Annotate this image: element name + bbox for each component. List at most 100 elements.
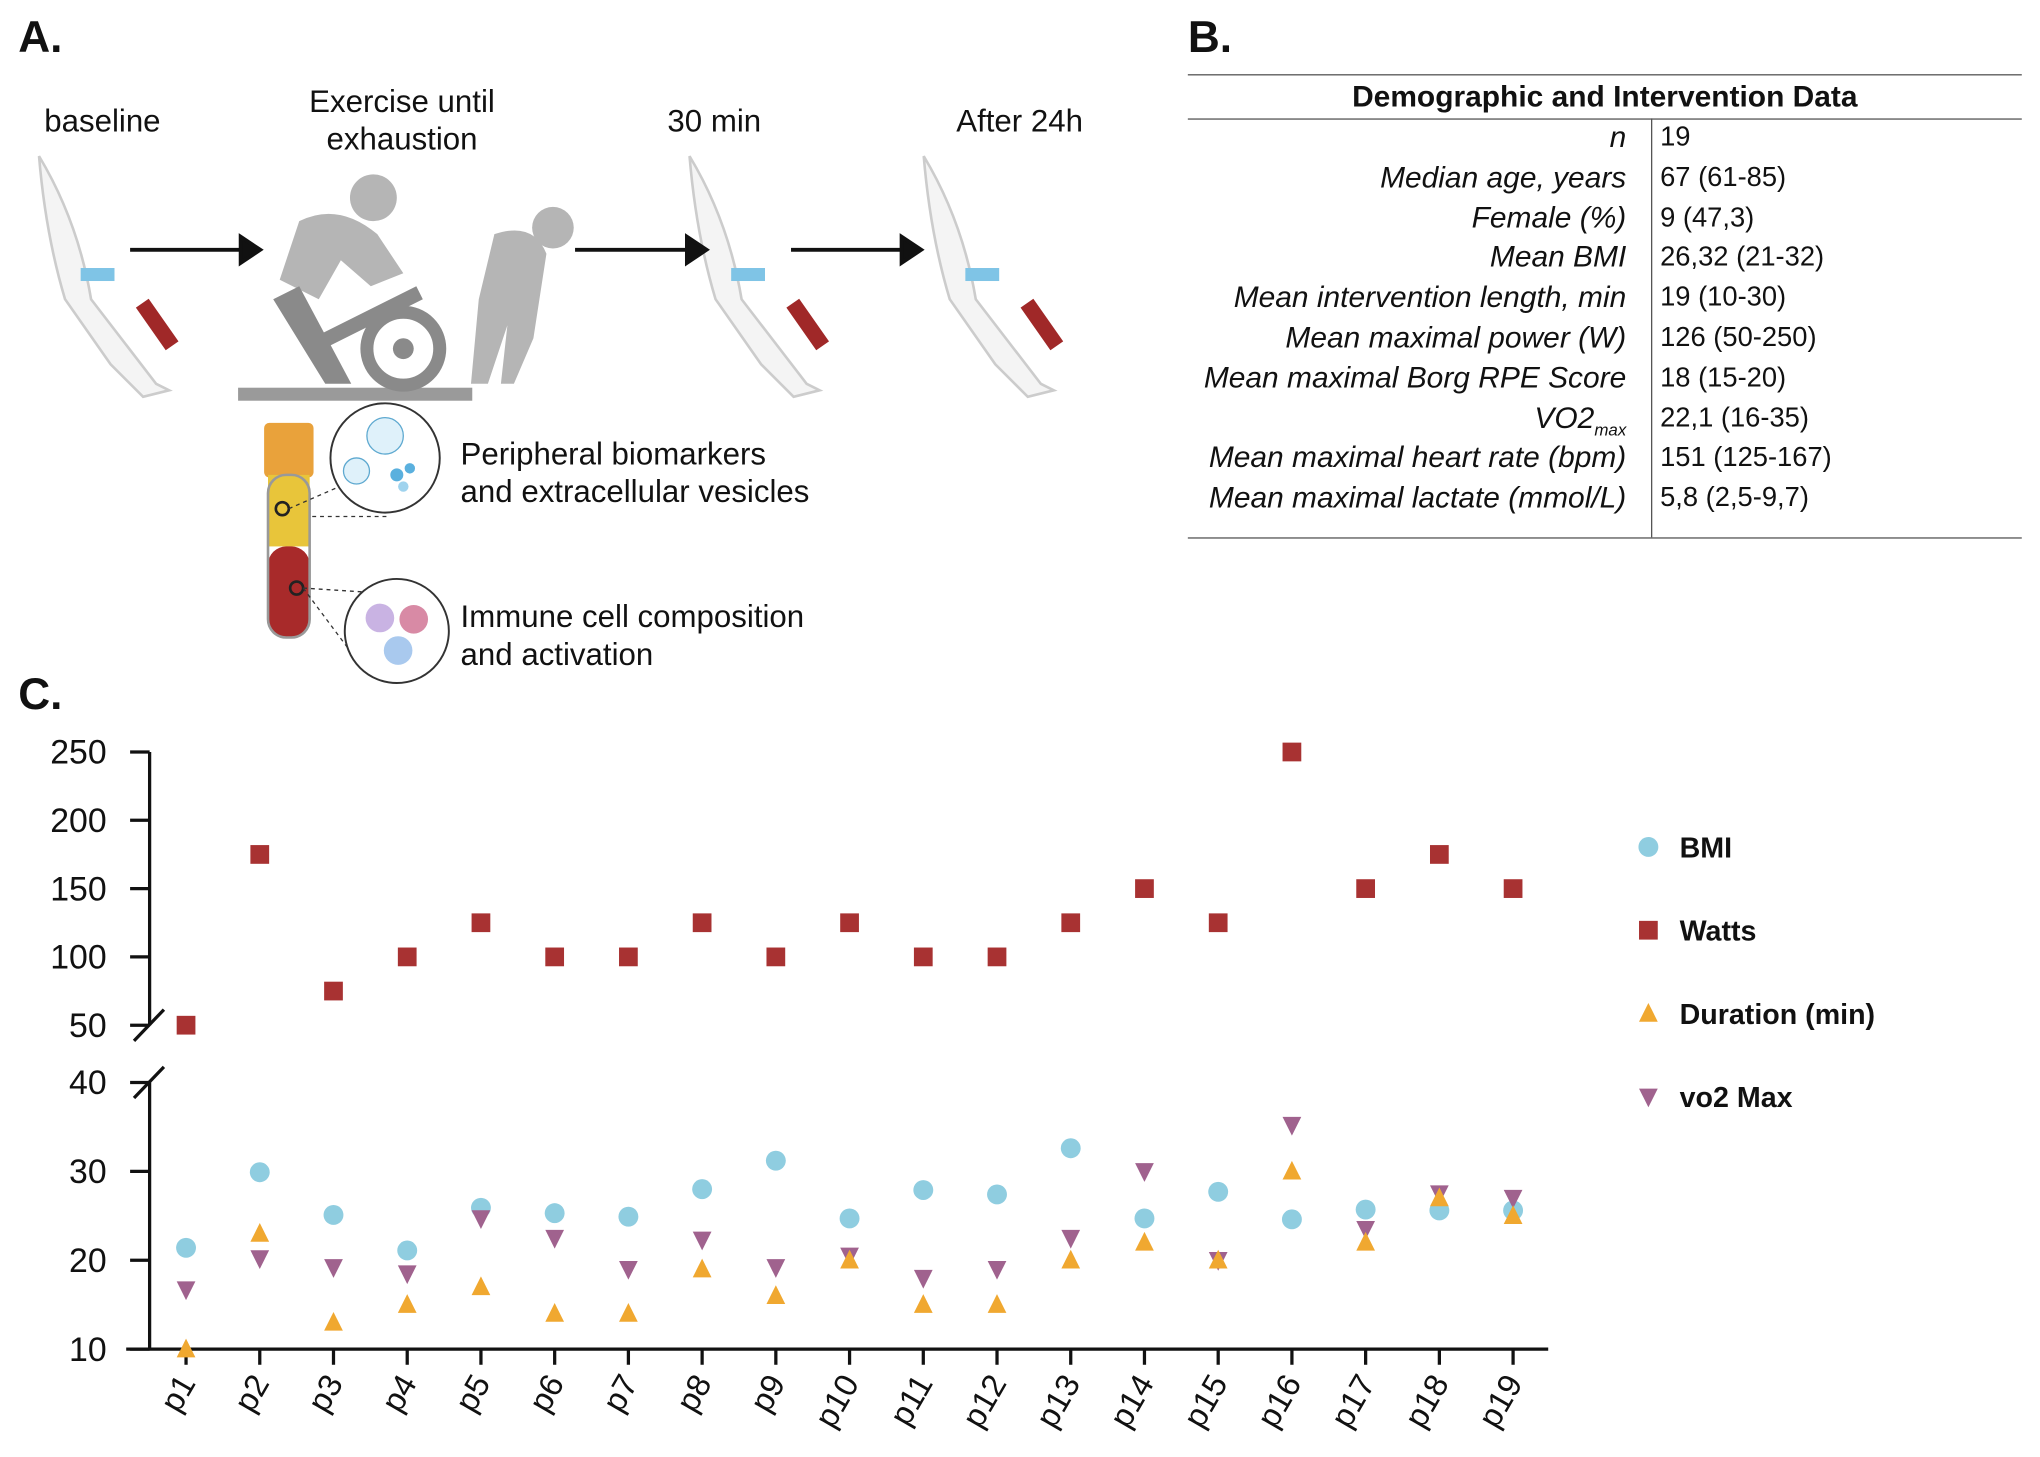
data-point-duration-min--p8 [692, 1258, 712, 1278]
data-point-bmi-p8 [692, 1179, 713, 1200]
legend-marker-1 [1639, 920, 1658, 940]
data-point-vo2-max-p13 [1061, 1229, 1081, 1249]
data-point-duration-min--p19 [1503, 1205, 1523, 1224]
data-point-watts-p12 [987, 947, 1007, 967]
x-tick-label-p7: p7 [596, 1368, 645, 1417]
data-point-bmi-p17 [1355, 1199, 1376, 1220]
table-row-label: Mean maximal lactate (mmol/L) [1209, 480, 1626, 515]
row-label-text: Mean maximal lactate (mmol/L) [1208, 480, 1627, 515]
table-header-rule [1187, 118, 2022, 120]
data-point-watts-p4 [397, 947, 417, 967]
table-row-value: 5,8 (2,5-9,7) [1660, 482, 1809, 513]
row-label-text: Mean maximal power (W) [1285, 320, 1627, 354]
timepoint-exercise-line2: exhaustion [326, 122, 478, 158]
table-title: Demographic and Intervention Data [1352, 79, 1858, 114]
table-row-label: Mean maximal power (W) [1285, 320, 1626, 355]
immune-cells-inset-icon [343, 577, 450, 685]
y-tick-label: 20 [69, 1242, 107, 1280]
data-point-vo2-max-p3 [324, 1259, 343, 1278]
data-point-bmi-p4 [397, 1240, 418, 1261]
table-row-value: 22,1 (16-35) [1660, 402, 1809, 433]
row-label-text: VO2 [1534, 400, 1595, 435]
x-tick-label-p1: p1 [153, 1368, 202, 1417]
data-point-vo2-max-p11 [913, 1269, 933, 1289]
arm-blood-draw-icon [922, 155, 1064, 399]
row-label-text: n [1609, 119, 1627, 154]
x-tick-label-p17: p17 [1324, 1368, 1382, 1433]
data-point-vo2-max-p6 [545, 1229, 565, 1249]
data-point-watts-p18 [1429, 845, 1449, 864]
legend-label: vo2 Max [1680, 1082, 1793, 1114]
x-tick-label-p6: p6 [522, 1368, 571, 1417]
row-label-text: Median age, years [1380, 159, 1627, 194]
data-point-vo2-max-p14 [1135, 1163, 1154, 1182]
x-tick-label-p13: p13 [1029, 1368, 1087, 1433]
data-point-watts-p17 [1356, 879, 1376, 898]
arm-blood-draw-icon [688, 155, 830, 399]
data-point-watts-p16 [1282, 742, 1302, 762]
data-point-watts-p9 [766, 947, 786, 967]
legend-marker-3 [1639, 1088, 1658, 1108]
data-point-bmi-p2 [249, 1162, 270, 1183]
immune-label-line1: Immune cell composition [460, 599, 805, 635]
arrow-icon [130, 233, 925, 267]
table-row-label: Mean BMI [1490, 240, 1626, 275]
immune-label-line2: and activation [460, 637, 654, 673]
data-point-vo2-max-p5 [471, 1210, 491, 1230]
data-point-vo2-max-p2 [250, 1250, 270, 1270]
y-tick-label: 200 [50, 802, 106, 840]
x-tick-label-p5: p5 [448, 1368, 497, 1417]
panel-label-b: B. [1187, 13, 1233, 63]
data-point-watts-p13 [1061, 913, 1081, 933]
data-point-vo2-max-p16 [1282, 1116, 1302, 1136]
table-row-value: 126 (50-250) [1660, 322, 1817, 353]
data-point-bmi-p14 [1134, 1208, 1155, 1229]
data-point-watts-p10 [840, 913, 859, 933]
table-row-label: n [1610, 120, 1627, 155]
data-point-bmi-p16 [1281, 1209, 1302, 1230]
data-point-vo2-max-p7 [619, 1260, 638, 1280]
data-point-watts-p1 [176, 1015, 196, 1035]
table-row-label: VO2max [1534, 400, 1626, 439]
vesicles-inset-icon [329, 402, 441, 514]
y-tick-label: 150 [50, 870, 106, 908]
table-row-value: 19 [1660, 122, 1691, 153]
table-row-value: 19 (10-30) [1660, 282, 1787, 313]
data-point-duration-min--p13 [1061, 1249, 1081, 1269]
row-label-text: Female (%) [1471, 199, 1627, 234]
panel-label-a: A. [18, 13, 63, 63]
biomarkers-label-line2: and extracellular vesicles [460, 474, 810, 510]
data-point-watts-p15 [1208, 913, 1228, 933]
timepoint-baseline: baseline [44, 104, 161, 140]
row-label-text: Mean maximal Borg RPE Score [1203, 360, 1627, 394]
table-row-label: Median age, years [1380, 160, 1626, 195]
y-tick-label: 50 [69, 1007, 107, 1045]
data-point-watts-p2 [250, 845, 270, 864]
y-tick-label: 30 [69, 1153, 107, 1191]
table-row-value: 18 (15-20) [1660, 362, 1787, 393]
data-point-vo2-max-p9 [766, 1259, 786, 1278]
panel-label-c: C. [18, 670, 63, 720]
table-row-label: Mean intervention length, min [1234, 280, 1627, 315]
row-label-text: Mean intervention length, min [1233, 279, 1627, 314]
arm-blood-draw-icon [37, 155, 179, 399]
data-point-duration-min--p10 [840, 1249, 859, 1269]
data-point-bmi-p11 [913, 1180, 934, 1200]
data-point-vo2-max-p12 [987, 1260, 1007, 1280]
legend-marker-2 [1639, 1002, 1658, 1022]
y-tick-label: 40 [69, 1064, 107, 1102]
table-top-rule [1187, 74, 2022, 76]
table-bottom-rule [1187, 537, 2022, 539]
data-point-duration-min--p15 [1208, 1249, 1228, 1269]
x-tick-label-p3: p3 [301, 1368, 350, 1417]
data-point-duration-min--p14 [1135, 1231, 1154, 1251]
data-point-watts-p11 [913, 947, 933, 967]
table-row-value: 151 (125-167) [1660, 442, 1832, 473]
cyclist-icon [238, 174, 574, 401]
data-point-bmi-p13 [1060, 1138, 1081, 1159]
data-point-bmi-p6 [544, 1203, 565, 1224]
study-design-illustration [37, 155, 1064, 685]
legend-label: Duration (min) [1680, 999, 1875, 1031]
